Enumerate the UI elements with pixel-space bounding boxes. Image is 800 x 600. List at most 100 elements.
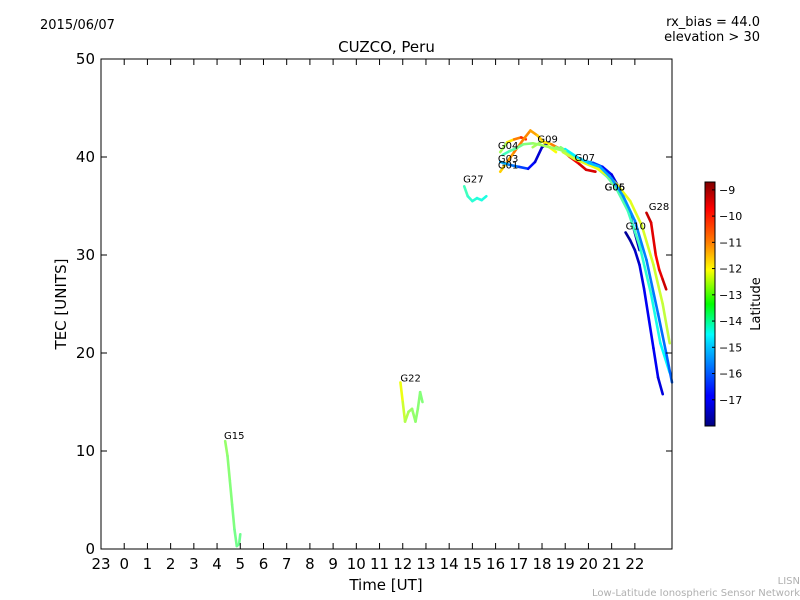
x-tick-label: 7 <box>282 555 292 573</box>
trace-segment <box>664 351 674 384</box>
footer-line-2: Low-Latitude Ionospheric Sensor Network <box>592 588 800 599</box>
trace-segment <box>633 248 641 267</box>
colorbar-label: Latitude <box>749 277 764 331</box>
trace-segment <box>621 194 637 222</box>
trace-segment <box>540 140 553 146</box>
footer-credits: LISN Low-Latitude Ionospheric Sensor Net… <box>592 576 800 600</box>
y-axis-label: TEC [UNITS] <box>52 259 70 351</box>
trace-segment <box>501 149 511 157</box>
trace-segment <box>573 157 588 166</box>
trace-segment <box>649 292 662 345</box>
y-tick-label: 40 <box>76 148 95 166</box>
x-tick-label: 15 <box>463 555 482 573</box>
colorbar-tick-label: −15 <box>719 341 742 354</box>
trace-segment <box>498 160 511 167</box>
satellite-label-g10: G10 <box>626 221 646 232</box>
colorbar-tick-label: −14 <box>719 315 742 328</box>
trace-segment <box>601 165 613 176</box>
colorbar-tick-label: −17 <box>719 394 742 407</box>
series-g15 <box>223 439 242 548</box>
x-tick-label: 16 <box>486 555 505 573</box>
x-tick-label: 6 <box>259 555 269 573</box>
x-tick-label: 2 <box>166 555 176 573</box>
x-tick-label: 4 <box>212 555 222 573</box>
x-tick-label: 5 <box>235 555 245 573</box>
trace-segment <box>657 268 665 281</box>
trace-segment <box>403 410 410 423</box>
x-tick-label: 14 <box>440 555 459 573</box>
trace-segment <box>587 161 602 169</box>
series-layer <box>223 129 674 548</box>
trace-segment <box>522 141 535 146</box>
trace-segment <box>656 312 668 355</box>
trace-segment <box>654 253 661 272</box>
x-tick-label: 1 <box>143 555 153 573</box>
elevation-label: elevation > 30 <box>664 30 760 45</box>
x-tick-label: 0 <box>119 555 129 573</box>
trace-segment <box>462 185 470 198</box>
y-tick-label: 20 <box>76 344 95 362</box>
series-g22 <box>399 381 424 423</box>
trace-segment <box>638 263 646 291</box>
x-tick-label: 19 <box>556 555 575 573</box>
x-tick-label: 9 <box>328 555 338 573</box>
trace-segment <box>529 129 539 137</box>
colorbar-tick-label: −10 <box>719 210 742 223</box>
trace-segment <box>228 479 234 507</box>
colorbar-tick-label: −13 <box>719 289 742 302</box>
satellite-label-g09: G09 <box>537 134 557 145</box>
trace-segment <box>237 532 242 546</box>
colorbar-tick-label: −9 <box>719 184 735 197</box>
trace-segment <box>533 145 544 164</box>
trace-segment <box>233 528 239 548</box>
trace-segment <box>517 165 530 171</box>
trace-segment <box>652 346 660 379</box>
x-tick-label: 13 <box>416 555 435 573</box>
x-tick-label: 10 <box>347 555 366 573</box>
trace-segment <box>628 199 644 227</box>
date-label: 2015/06/07 <box>40 18 115 33</box>
series-track-13 <box>501 141 567 157</box>
trace-segment <box>649 221 658 257</box>
trace-segment <box>563 147 579 159</box>
trace-segment <box>640 224 655 267</box>
trace-segment <box>598 165 613 180</box>
trace-segment <box>661 278 668 291</box>
trace-segment <box>642 287 651 321</box>
footer-line-1: LISN <box>777 576 800 587</box>
trace-segment <box>605 175 618 190</box>
trace-segment <box>647 317 655 350</box>
trace-segment <box>652 263 665 306</box>
satellite-label-g27: G27 <box>463 174 483 185</box>
series-track-12 <box>563 147 674 384</box>
plot-frame <box>100 58 673 550</box>
trace-segment <box>522 129 532 141</box>
trace-segment <box>505 150 516 164</box>
chart-title: CUZCO, Peru <box>338 38 435 56</box>
colorbar-ticks: −9 −10 −11 −12 −13 −14 −15 −16 −17 <box>712 184 742 407</box>
x-tick-label: 11 <box>370 555 389 573</box>
x-tick-label: 17 <box>509 555 528 573</box>
colorbar-tick-label: −16 <box>719 368 742 381</box>
trace-segment <box>584 168 597 173</box>
trace-segment <box>414 407 420 423</box>
trace-segment <box>617 185 632 203</box>
trace-segment <box>633 219 648 262</box>
y-tick-label: 30 <box>76 246 95 264</box>
x-tick-label: 12 <box>393 555 412 573</box>
trace-segment <box>645 211 653 224</box>
satellite-label-g28: G28 <box>649 202 669 213</box>
receiver-info: rx_bias = 44.0 elevation > 30 <box>664 15 760 45</box>
trace-segment <box>577 162 588 172</box>
colorbar-tick-label: −11 <box>719 236 742 249</box>
satellite-label-g03: G03 <box>498 154 518 165</box>
y-tick-label: 50 <box>76 50 95 68</box>
trace-segment <box>610 177 625 198</box>
x-axis-label: Time [UT] <box>348 576 422 594</box>
satellite-label-g01: G01 <box>498 161 518 172</box>
trace-segment <box>223 439 229 458</box>
trace-segment <box>624 231 632 242</box>
series-g10 <box>624 231 665 396</box>
trace-segment <box>552 146 567 153</box>
colorbar <box>704 181 716 427</box>
